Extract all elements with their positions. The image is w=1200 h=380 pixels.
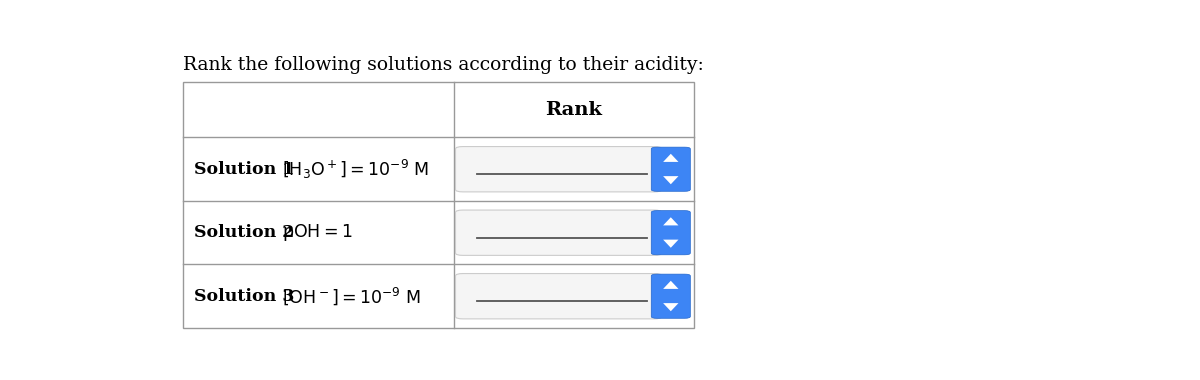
FancyBboxPatch shape <box>652 211 690 255</box>
Polygon shape <box>664 281 678 289</box>
Text: Rank the following solutions according to their acidity:: Rank the following solutions according t… <box>182 56 703 74</box>
FancyBboxPatch shape <box>456 210 661 255</box>
FancyBboxPatch shape <box>456 147 661 192</box>
Polygon shape <box>664 303 678 311</box>
Text: $\left[\mathrm{H_3O^+}\right] = 10^{-9}\ \mathrm{M}$: $\left[\mathrm{H_3O^+}\right] = 10^{-9}\… <box>282 158 430 181</box>
Polygon shape <box>664 154 678 162</box>
FancyBboxPatch shape <box>652 274 690 318</box>
Bar <box>182 82 694 328</box>
FancyBboxPatch shape <box>652 147 690 191</box>
Polygon shape <box>664 240 678 248</box>
Text: Rank: Rank <box>546 101 602 119</box>
Text: Solution 1: Solution 1 <box>193 161 294 178</box>
Polygon shape <box>664 217 678 225</box>
Text: $\left[\mathrm{OH^-}\right] = 10^{-9}\ \mathrm{M}$: $\left[\mathrm{OH^-}\right] = 10^{-9}\ \… <box>282 285 421 307</box>
Text: $\mathrm{pOH} = 1$: $\mathrm{pOH} = 1$ <box>282 222 353 243</box>
Polygon shape <box>664 176 678 184</box>
Text: Solution 3: Solution 3 <box>193 288 294 305</box>
FancyBboxPatch shape <box>456 274 661 319</box>
Text: Solution 2: Solution 2 <box>193 224 294 241</box>
